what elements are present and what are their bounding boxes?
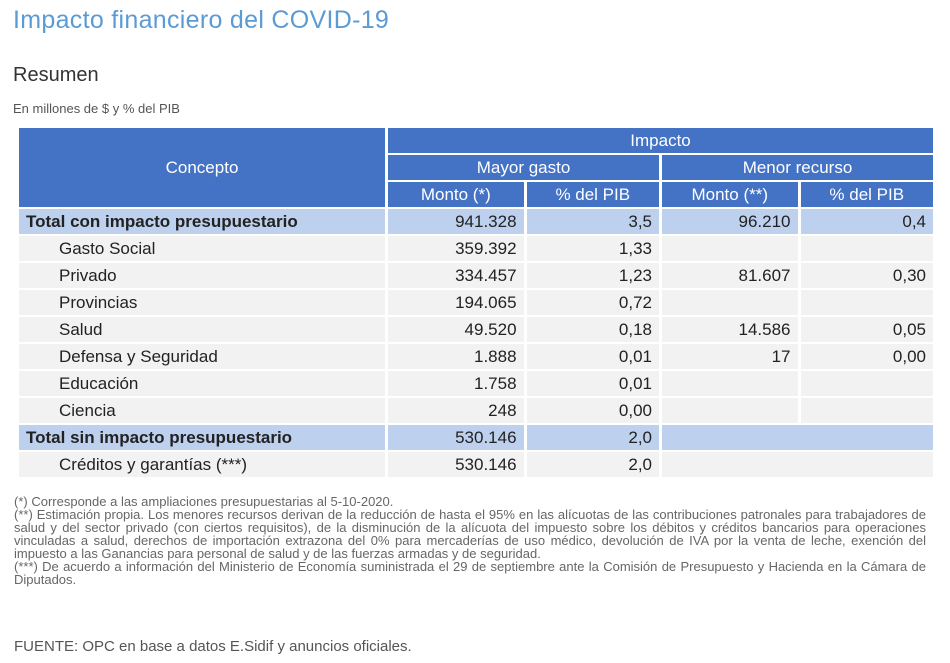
cell-pib-recurso	[800, 398, 933, 423]
units-caption: En millones de $ y % del PIB	[13, 101, 180, 116]
cell-monto-recurso: 96.210	[662, 209, 798, 234]
cell-monto: 334.457	[388, 263, 524, 288]
cell-pib-recurso: 0,00	[800, 344, 933, 369]
row-label: Total con impacto presupuestario	[19, 209, 386, 234]
cell-pib: 0,72	[526, 290, 659, 315]
table-row-total-sin-impacto: Total sin impacto presupuestario 530.146…	[19, 425, 933, 450]
cell-pib: 2,0	[526, 425, 659, 450]
source-note: FUENTE: OPC en base a datos E.Sidif y an…	[14, 638, 412, 655]
row-label: Créditos y garantías (***)	[19, 452, 386, 477]
column-header-menor-recurso: Menor recurso	[662, 155, 933, 180]
footnote-2: (**) Estimación propia. Los menores recu…	[14, 507, 926, 561]
column-header-monto-recurso: Monto (**)	[662, 182, 798, 207]
cell-monto-recurso	[662, 398, 798, 423]
row-label: Privado	[19, 263, 386, 288]
row-label: Provincias	[19, 290, 386, 315]
header-row-2: Mayor gasto Menor recurso	[19, 155, 933, 180]
row-label: Total sin impacto presupuestario	[19, 425, 386, 450]
cell-pib-recurso	[800, 290, 933, 315]
cell-monto-recurso	[662, 371, 798, 396]
cell-monto-recurso	[662, 290, 798, 315]
table-row: Provincias 194.065 0,72	[19, 290, 933, 315]
cell-pib-recurso: 0,05	[800, 317, 933, 342]
column-header-impacto: Impacto	[388, 128, 933, 153]
footnotes: (*) Corresponde a las ampliaciones presu…	[14, 495, 926, 586]
column-header-pib-gasto: % del PIB	[526, 182, 659, 207]
cell-blank	[662, 425, 933, 450]
cell-pib: 1,23	[526, 263, 659, 288]
row-label: Gasto Social	[19, 236, 386, 261]
column-header-mayor-gasto: Mayor gasto	[388, 155, 659, 180]
table-row: Ciencia 248 0,00	[19, 398, 933, 423]
impact-table: Concepto Impacto Mayor gasto Menor recur…	[16, 126, 936, 479]
table-row: Privado 334.457 1,23 81.607 0,30	[19, 263, 933, 288]
cell-pib-recurso	[800, 236, 933, 261]
cell-pib: 0,00	[526, 398, 659, 423]
header-row-3: Monto (*) % del PIB Monto (**) % del PIB	[19, 182, 933, 207]
row-label: Ciencia	[19, 398, 386, 423]
footnote-1: (*) Corresponde a las ampliaciones presu…	[14, 494, 394, 509]
cell-monto: 49.520	[388, 317, 524, 342]
cell-monto-recurso	[662, 236, 798, 261]
page-title: Impacto financiero del COVID-19	[13, 6, 390, 34]
cell-pib-recurso: 0,30	[800, 263, 933, 288]
cell-monto-recurso: 81.607	[662, 263, 798, 288]
row-label: Educación	[19, 371, 386, 396]
cell-pib: 3,5	[526, 209, 659, 234]
cell-monto: 248	[388, 398, 524, 423]
cell-monto: 1.758	[388, 371, 524, 396]
table-row: Salud 49.520 0,18 14.586 0,05	[19, 317, 933, 342]
header-row-1: Concepto Impacto	[19, 128, 933, 207]
column-header-monto-gasto: Monto (*)	[388, 182, 524, 207]
footnote-3: (***) De acuerdo a información del Minis…	[14, 559, 926, 587]
cell-monto: 194.065	[388, 290, 524, 315]
table-row: Defensa y Seguridad 1.888 0,01 17 0,00	[19, 344, 933, 369]
row-label: Salud	[19, 317, 386, 342]
cell-monto: 359.392	[388, 236, 524, 261]
cell-pib: 0,01	[526, 344, 659, 369]
cell-monto-recurso: 17	[662, 344, 798, 369]
cell-monto-recurso: 14.586	[662, 317, 798, 342]
column-header-concepto: Concepto	[19, 128, 386, 207]
cell-pib: 0,18	[526, 317, 659, 342]
table-row-total-con-impacto: Total con impacto presupuestario 941.328…	[19, 209, 933, 234]
cell-pib: 0,01	[526, 371, 659, 396]
cell-pib: 1,33	[526, 236, 659, 261]
cell-monto: 530.146	[388, 452, 524, 477]
section-subtitle: Resumen	[13, 64, 99, 86]
cell-monto: 1.888	[388, 344, 524, 369]
table-row: Educación 1.758 0,01	[19, 371, 933, 396]
table-row: Créditos y garantías (***) 530.146 2,0	[19, 452, 933, 477]
cell-pib: 2,0	[526, 452, 659, 477]
cell-monto: 530.146	[388, 425, 524, 450]
cell-pib-recurso	[800, 371, 933, 396]
cell-blank	[662, 452, 933, 477]
cell-pib-recurso: 0,4	[800, 209, 933, 234]
column-header-pib-recurso: % del PIB	[800, 182, 933, 207]
cell-monto: 941.328	[388, 209, 524, 234]
row-label: Defensa y Seguridad	[19, 344, 386, 369]
table-row: Gasto Social 359.392 1,33	[19, 236, 933, 261]
